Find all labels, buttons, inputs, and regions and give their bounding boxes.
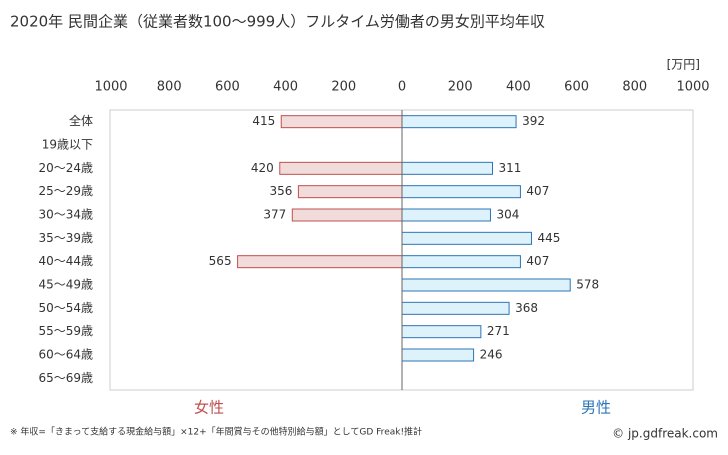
x-tick-label: 0 [398, 80, 406, 95]
bar [401, 208, 491, 222]
category-label: 25～29歳 [38, 184, 93, 198]
value-label: 407 [526, 184, 549, 198]
bar [401, 185, 521, 199]
value-label: 420 [251, 161, 274, 175]
x-tick-label: 1000 [676, 80, 709, 95]
category-label: 全体 [69, 113, 93, 128]
bar [280, 115, 403, 129]
value-label: 311 [499, 161, 522, 175]
x-tick-label: 600 [564, 80, 589, 95]
bar [401, 255, 521, 269]
x-tick-label: 400 [273, 80, 298, 95]
bar [291, 208, 403, 222]
x-tick-label: 800 [622, 80, 647, 95]
x-tick-label: 200 [331, 80, 356, 95]
bar [401, 278, 571, 292]
footnote: ※ 年収=「きまって支給する現金給与額」×12+「年間賞与その他特別給与額」とし… [10, 426, 422, 438]
bar [401, 161, 494, 175]
x-tick-label: 400 [506, 80, 531, 95]
category-label: 60～64歳 [38, 348, 93, 362]
category-label: 50～54歳 [38, 301, 93, 315]
value-label: 445 [537, 231, 560, 245]
x-tick-label: 1000 [94, 80, 127, 95]
unit-label: [万円] [667, 58, 700, 72]
value-label: 377 [263, 208, 286, 222]
bar [297, 185, 403, 199]
bar [401, 325, 482, 339]
value-label: 415 [252, 114, 275, 128]
legend-label: 男性 [581, 399, 611, 417]
category-label: 35～39歳 [38, 231, 93, 245]
value-label: 578 [576, 278, 599, 292]
category-label: 40～44歳 [38, 254, 93, 268]
chart-title: 2020年 民間企業（従業者数100～999人）フルタイム労働者の男女別平均年収 [10, 13, 545, 31]
bar [401, 231, 532, 245]
category-label: 45～49歳 [38, 278, 93, 292]
value-label: 356 [269, 184, 292, 198]
value-label: 368 [515, 301, 538, 315]
category-label: 19歳以下 [42, 138, 93, 152]
value-label: 271 [487, 324, 510, 338]
value-label: 565 [209, 254, 232, 268]
legend-label: 女性 [194, 399, 224, 417]
x-tick-label: 600 [215, 80, 240, 95]
x-tick-label: 800 [157, 80, 182, 95]
bar [279, 161, 403, 175]
category-label: 65～69歳 [38, 371, 93, 385]
category-label: 55～59歳 [38, 324, 93, 338]
value-label: 246 [480, 348, 503, 362]
bar [401, 115, 517, 129]
copyright: © jp.gdfreak.com [612, 427, 718, 441]
category-label: 20～24歳 [38, 161, 93, 175]
bar [401, 348, 475, 362]
x-tick-label: 200 [448, 80, 473, 95]
bar [237, 255, 403, 269]
category-label: 30～34歳 [38, 208, 93, 222]
bar [401, 301, 510, 315]
value-label: 304 [496, 208, 519, 222]
value-label: 407 [526, 254, 549, 268]
value-label: 392 [522, 114, 545, 128]
